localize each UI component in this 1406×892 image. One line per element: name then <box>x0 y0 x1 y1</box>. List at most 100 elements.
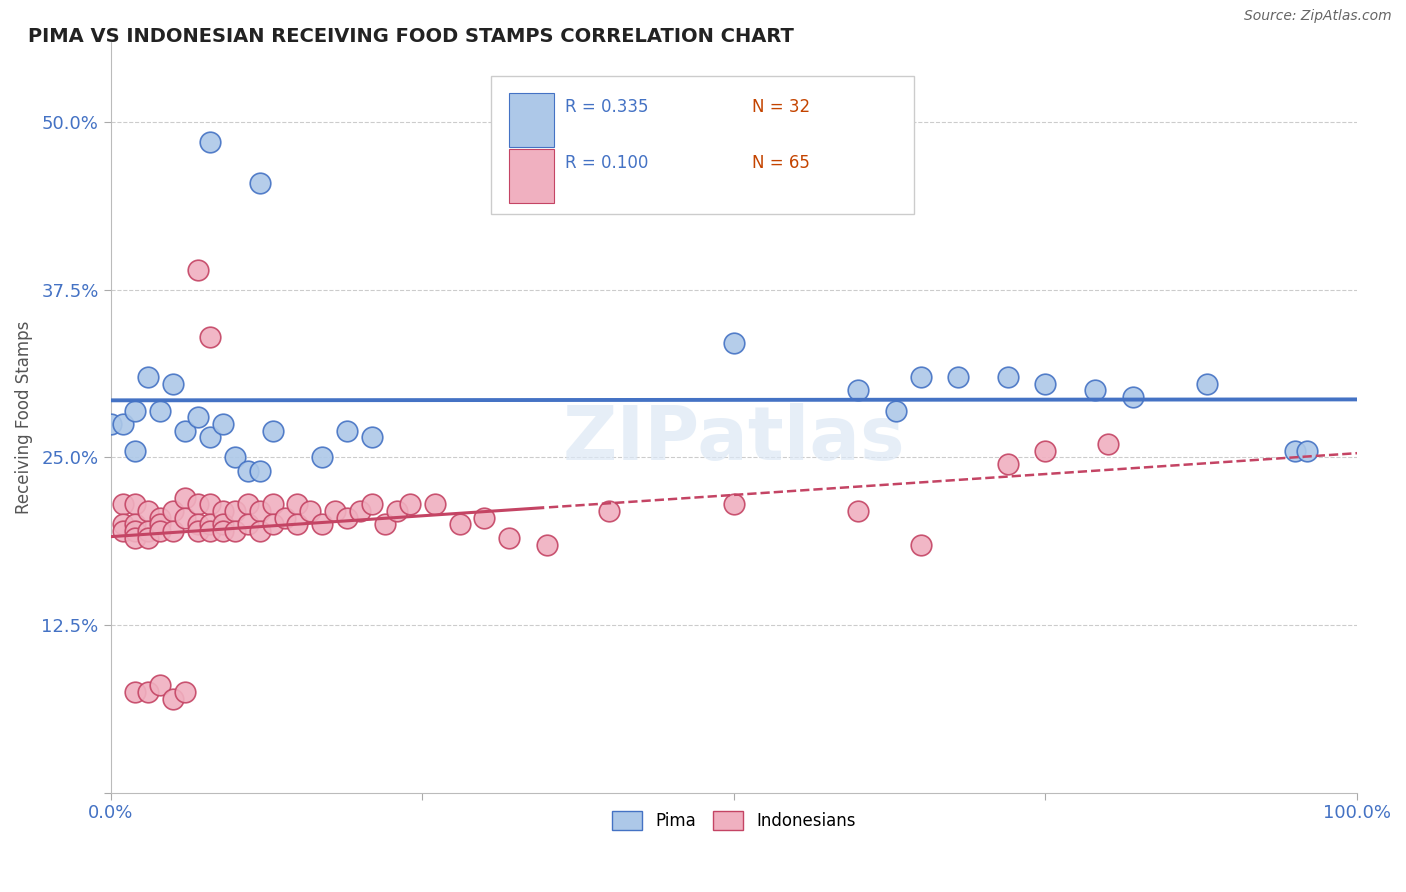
Point <box>136 531 159 545</box>
Text: N = 65: N = 65 <box>752 154 810 172</box>
Text: N = 32: N = 32 <box>752 98 811 116</box>
Point <box>723 497 745 511</box>
Point <box>136 370 159 384</box>
Point <box>174 491 197 505</box>
Point <box>136 504 159 518</box>
Point <box>910 370 932 384</box>
Point <box>361 497 384 511</box>
Point <box>200 524 222 538</box>
Point <box>174 685 197 699</box>
Point <box>997 370 1019 384</box>
Point <box>423 497 446 511</box>
Point <box>323 504 346 518</box>
Point <box>174 424 197 438</box>
Point <box>262 497 284 511</box>
Point <box>174 510 197 524</box>
Point <box>474 510 496 524</box>
Point <box>236 464 259 478</box>
Text: R = 0.100: R = 0.100 <box>565 154 648 172</box>
Point <box>997 457 1019 471</box>
FancyBboxPatch shape <box>491 76 914 214</box>
Point <box>1197 376 1219 391</box>
Point <box>536 538 558 552</box>
Point <box>136 524 159 538</box>
Point <box>200 136 222 150</box>
Point <box>224 504 246 518</box>
Point <box>349 504 371 518</box>
Point <box>598 504 620 518</box>
Point <box>224 450 246 465</box>
Point <box>111 417 134 431</box>
Point <box>723 336 745 351</box>
Point <box>211 417 233 431</box>
Point <box>910 538 932 552</box>
Point <box>946 370 969 384</box>
Point <box>336 424 359 438</box>
Point <box>848 504 870 518</box>
Text: Source: ZipAtlas.com: Source: ZipAtlas.com <box>1244 9 1392 23</box>
Point <box>200 497 222 511</box>
Point <box>236 517 259 532</box>
Point <box>449 517 471 532</box>
Point <box>124 443 146 458</box>
Y-axis label: Receiving Food Stamps: Receiving Food Stamps <box>15 320 32 514</box>
Text: R = 0.335: R = 0.335 <box>565 98 650 116</box>
Point <box>249 504 271 518</box>
Point <box>187 517 209 532</box>
Point <box>1284 443 1306 458</box>
Point <box>1035 376 1057 391</box>
Point <box>162 504 184 518</box>
Point <box>884 403 907 417</box>
Point <box>1035 443 1057 458</box>
Point <box>124 531 146 545</box>
Point <box>162 691 184 706</box>
Point <box>124 497 146 511</box>
Text: ZIPatlas: ZIPatlas <box>562 403 905 476</box>
Point <box>200 330 222 344</box>
Point <box>374 517 396 532</box>
Point <box>187 497 209 511</box>
Point <box>236 497 259 511</box>
Point <box>361 430 384 444</box>
Point <box>187 410 209 425</box>
Point <box>287 517 309 532</box>
Point <box>498 531 520 545</box>
Point <box>274 510 297 524</box>
Point <box>162 524 184 538</box>
Point <box>149 403 172 417</box>
Point <box>136 685 159 699</box>
Point <box>200 517 222 532</box>
Point <box>249 464 271 478</box>
Point <box>111 497 134 511</box>
Point <box>398 497 420 511</box>
Point <box>1084 384 1107 398</box>
Point <box>848 384 870 398</box>
Point <box>287 497 309 511</box>
Point <box>187 262 209 277</box>
Point <box>224 524 246 538</box>
Point <box>1122 390 1144 404</box>
Point <box>124 403 146 417</box>
Point <box>111 517 134 532</box>
Bar <box>509 93 554 147</box>
Point <box>211 517 233 532</box>
Point <box>387 504 409 518</box>
Point <box>1097 437 1119 451</box>
Point <box>187 524 209 538</box>
Point <box>162 376 184 391</box>
Point <box>249 524 271 538</box>
Point <box>149 517 172 532</box>
Point <box>149 678 172 692</box>
Point <box>149 510 172 524</box>
Point <box>249 176 271 190</box>
Point <box>100 417 122 431</box>
Point <box>124 524 146 538</box>
Point <box>1296 443 1319 458</box>
Point <box>311 517 333 532</box>
Point <box>124 685 146 699</box>
Point <box>211 504 233 518</box>
Point <box>200 430 222 444</box>
Point <box>149 524 172 538</box>
Point <box>336 510 359 524</box>
Point <box>124 517 146 532</box>
